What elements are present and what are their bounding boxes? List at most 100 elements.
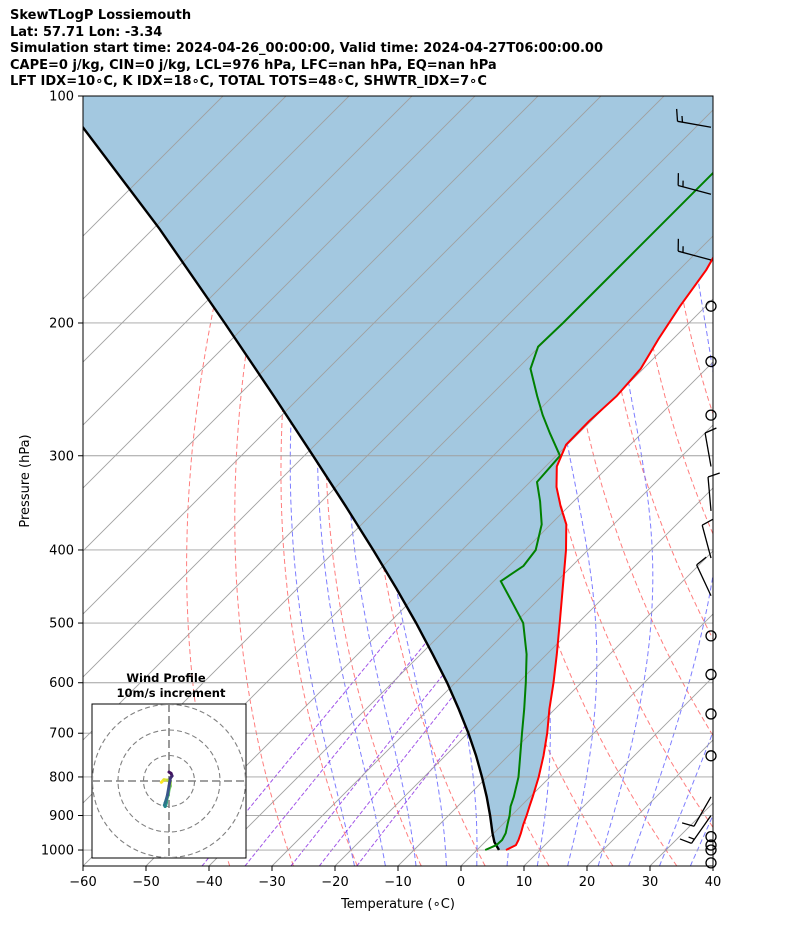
dewpoint-line <box>484 171 713 851</box>
wind-barb-flag <box>675 108 679 122</box>
x-tick-label: 40 <box>705 875 722 890</box>
wind-barb-staff <box>701 525 712 559</box>
y-tick-label: 500 <box>49 617 74 632</box>
wind-barb-staff <box>690 815 712 844</box>
y-tick-label: 300 <box>49 449 74 464</box>
x-tick-label: 30 <box>642 875 659 890</box>
isotherm-line <box>271 424 713 866</box>
isotherm-line <box>460 613 713 866</box>
y-tick-label: 800 <box>49 770 74 785</box>
calm-wind-circle <box>705 630 717 642</box>
time-line: Simulation start time: 2024-04-26_00:00:… <box>10 41 603 56</box>
x-tick-label: −50 <box>132 875 159 890</box>
wind-barb-staff <box>696 564 712 597</box>
calm-wind-circle <box>705 831 717 843</box>
calm-wind-circle <box>705 355 717 368</box>
dry-adiabat <box>760 96 794 866</box>
isotherm-line <box>334 487 713 866</box>
chart-header: SkewTLogP Lossiemouth Lat: 57.71 Lon: -3… <box>10 8 603 91</box>
isotherm-line <box>83 96 476 489</box>
hodograph-segment <box>167 770 173 775</box>
calm-wind-circle <box>705 300 717 312</box>
isotherm-line <box>83 96 287 300</box>
y-tick-label: 400 <box>49 543 74 558</box>
wind-barb-flag <box>696 556 707 566</box>
y-tick-label: 200 <box>49 316 74 331</box>
wind-profile-inset: Wind Profile 10m/s increment <box>91 671 247 859</box>
stability-line: CAPE=0 j/kg, CIN=0 j/kg, LCL=976 hPa, LF… <box>10 57 497 73</box>
profile-lines <box>83 125 713 851</box>
wind-barbs <box>675 108 720 869</box>
wind-barb-half-flag <box>688 836 695 840</box>
y-axis-title: Pressure (hPa) <box>18 434 33 527</box>
wind-barb-flag <box>707 472 720 478</box>
hodograph-segment <box>165 784 171 797</box>
wind-barb-staff <box>693 796 712 827</box>
wind-barb-staff <box>704 432 712 467</box>
x-tick-label: −20 <box>321 875 348 890</box>
isotherm-line <box>83 109 713 741</box>
isotherm-line <box>83 96 350 363</box>
x-tick-label: 0 <box>457 875 465 890</box>
location-line: Lat: 57.71 Lon: -3.34 <box>10 24 163 40</box>
dry-adiabat <box>595 96 713 640</box>
isotherm-line <box>83 96 224 237</box>
y-tick-label: 100 <box>49 90 74 105</box>
isotherm-line <box>523 676 713 866</box>
indices-line: LFT IDX=10∘C, K IDX=18∘C, TOTAL TOTS=48∘… <box>10 74 487 89</box>
isotherm-line <box>145 298 713 866</box>
x-axis-title: Temperature (∘C) <box>340 897 455 912</box>
calm-wind-circle <box>705 839 717 851</box>
mixing-ratio-line <box>290 622 486 866</box>
calm-wind-circle <box>705 750 717 762</box>
temperature-line <box>505 256 713 851</box>
moist-adiabat <box>659 730 713 866</box>
wind-barb-staff <box>677 120 712 128</box>
y-tick-label: 600 <box>49 676 74 691</box>
y-tick-label: 700 <box>49 727 74 742</box>
x-tick-label: 20 <box>579 875 596 890</box>
moist-adiabat <box>721 103 794 867</box>
y-tick-label: 1000 <box>41 844 74 859</box>
wind-barb-flag <box>679 838 692 844</box>
x-tick-label: 10 <box>516 875 533 890</box>
moist-adiabat <box>289 102 355 866</box>
dry-adiabat <box>234 96 305 866</box>
calm-wind-circle <box>705 708 717 720</box>
wind-barb-staff <box>707 476 712 511</box>
calm-wind-circle <box>705 857 717 869</box>
dry-adiabat <box>280 96 358 866</box>
isotherm-line <box>83 96 602 615</box>
x-tick-label: −10 <box>384 875 411 890</box>
y-tick-label: 900 <box>49 809 74 824</box>
moist-adiabat <box>345 102 417 866</box>
x-axis: −60 −50 −40 −30 −20 −10 0 10 20 30 40 <box>69 866 721 890</box>
wind-barb-staff <box>677 184 712 195</box>
y-axis: 100 200 300 400 500 600 700 800 900 1000 <box>41 90 83 859</box>
isotherm-line <box>712 865 713 866</box>
wind-barb-flag <box>704 427 717 434</box>
calm-wind-circle <box>705 409 717 421</box>
mixing-ratio-line <box>318 622 512 866</box>
dry-adiabat <box>662 96 713 416</box>
inset-subtitle: 10m/s increment <box>117 686 226 700</box>
dry-adiabat <box>728 96 794 866</box>
mixing-ratio-line <box>244 622 443 866</box>
x-tick-label: −40 <box>195 875 222 890</box>
hodograph <box>92 704 246 858</box>
parcel-profile-line <box>83 125 501 851</box>
isotherm-line <box>208 361 713 866</box>
wind-barb-flag <box>701 518 714 526</box>
calm-wind-circle <box>705 668 717 681</box>
calm-wind-circle <box>705 844 717 856</box>
isotherm-line <box>397 550 713 866</box>
isotherm-line <box>83 96 539 552</box>
dry-adiabat <box>186 96 272 866</box>
chart-title: SkewTLogP Lossiemouth <box>10 8 192 23</box>
x-tick-label: −60 <box>69 875 96 890</box>
wind-barb-flag <box>681 822 695 827</box>
isotherm-line <box>83 96 413 426</box>
x-tick-label: −30 <box>258 875 285 890</box>
wind-barb-staff <box>677 250 712 261</box>
